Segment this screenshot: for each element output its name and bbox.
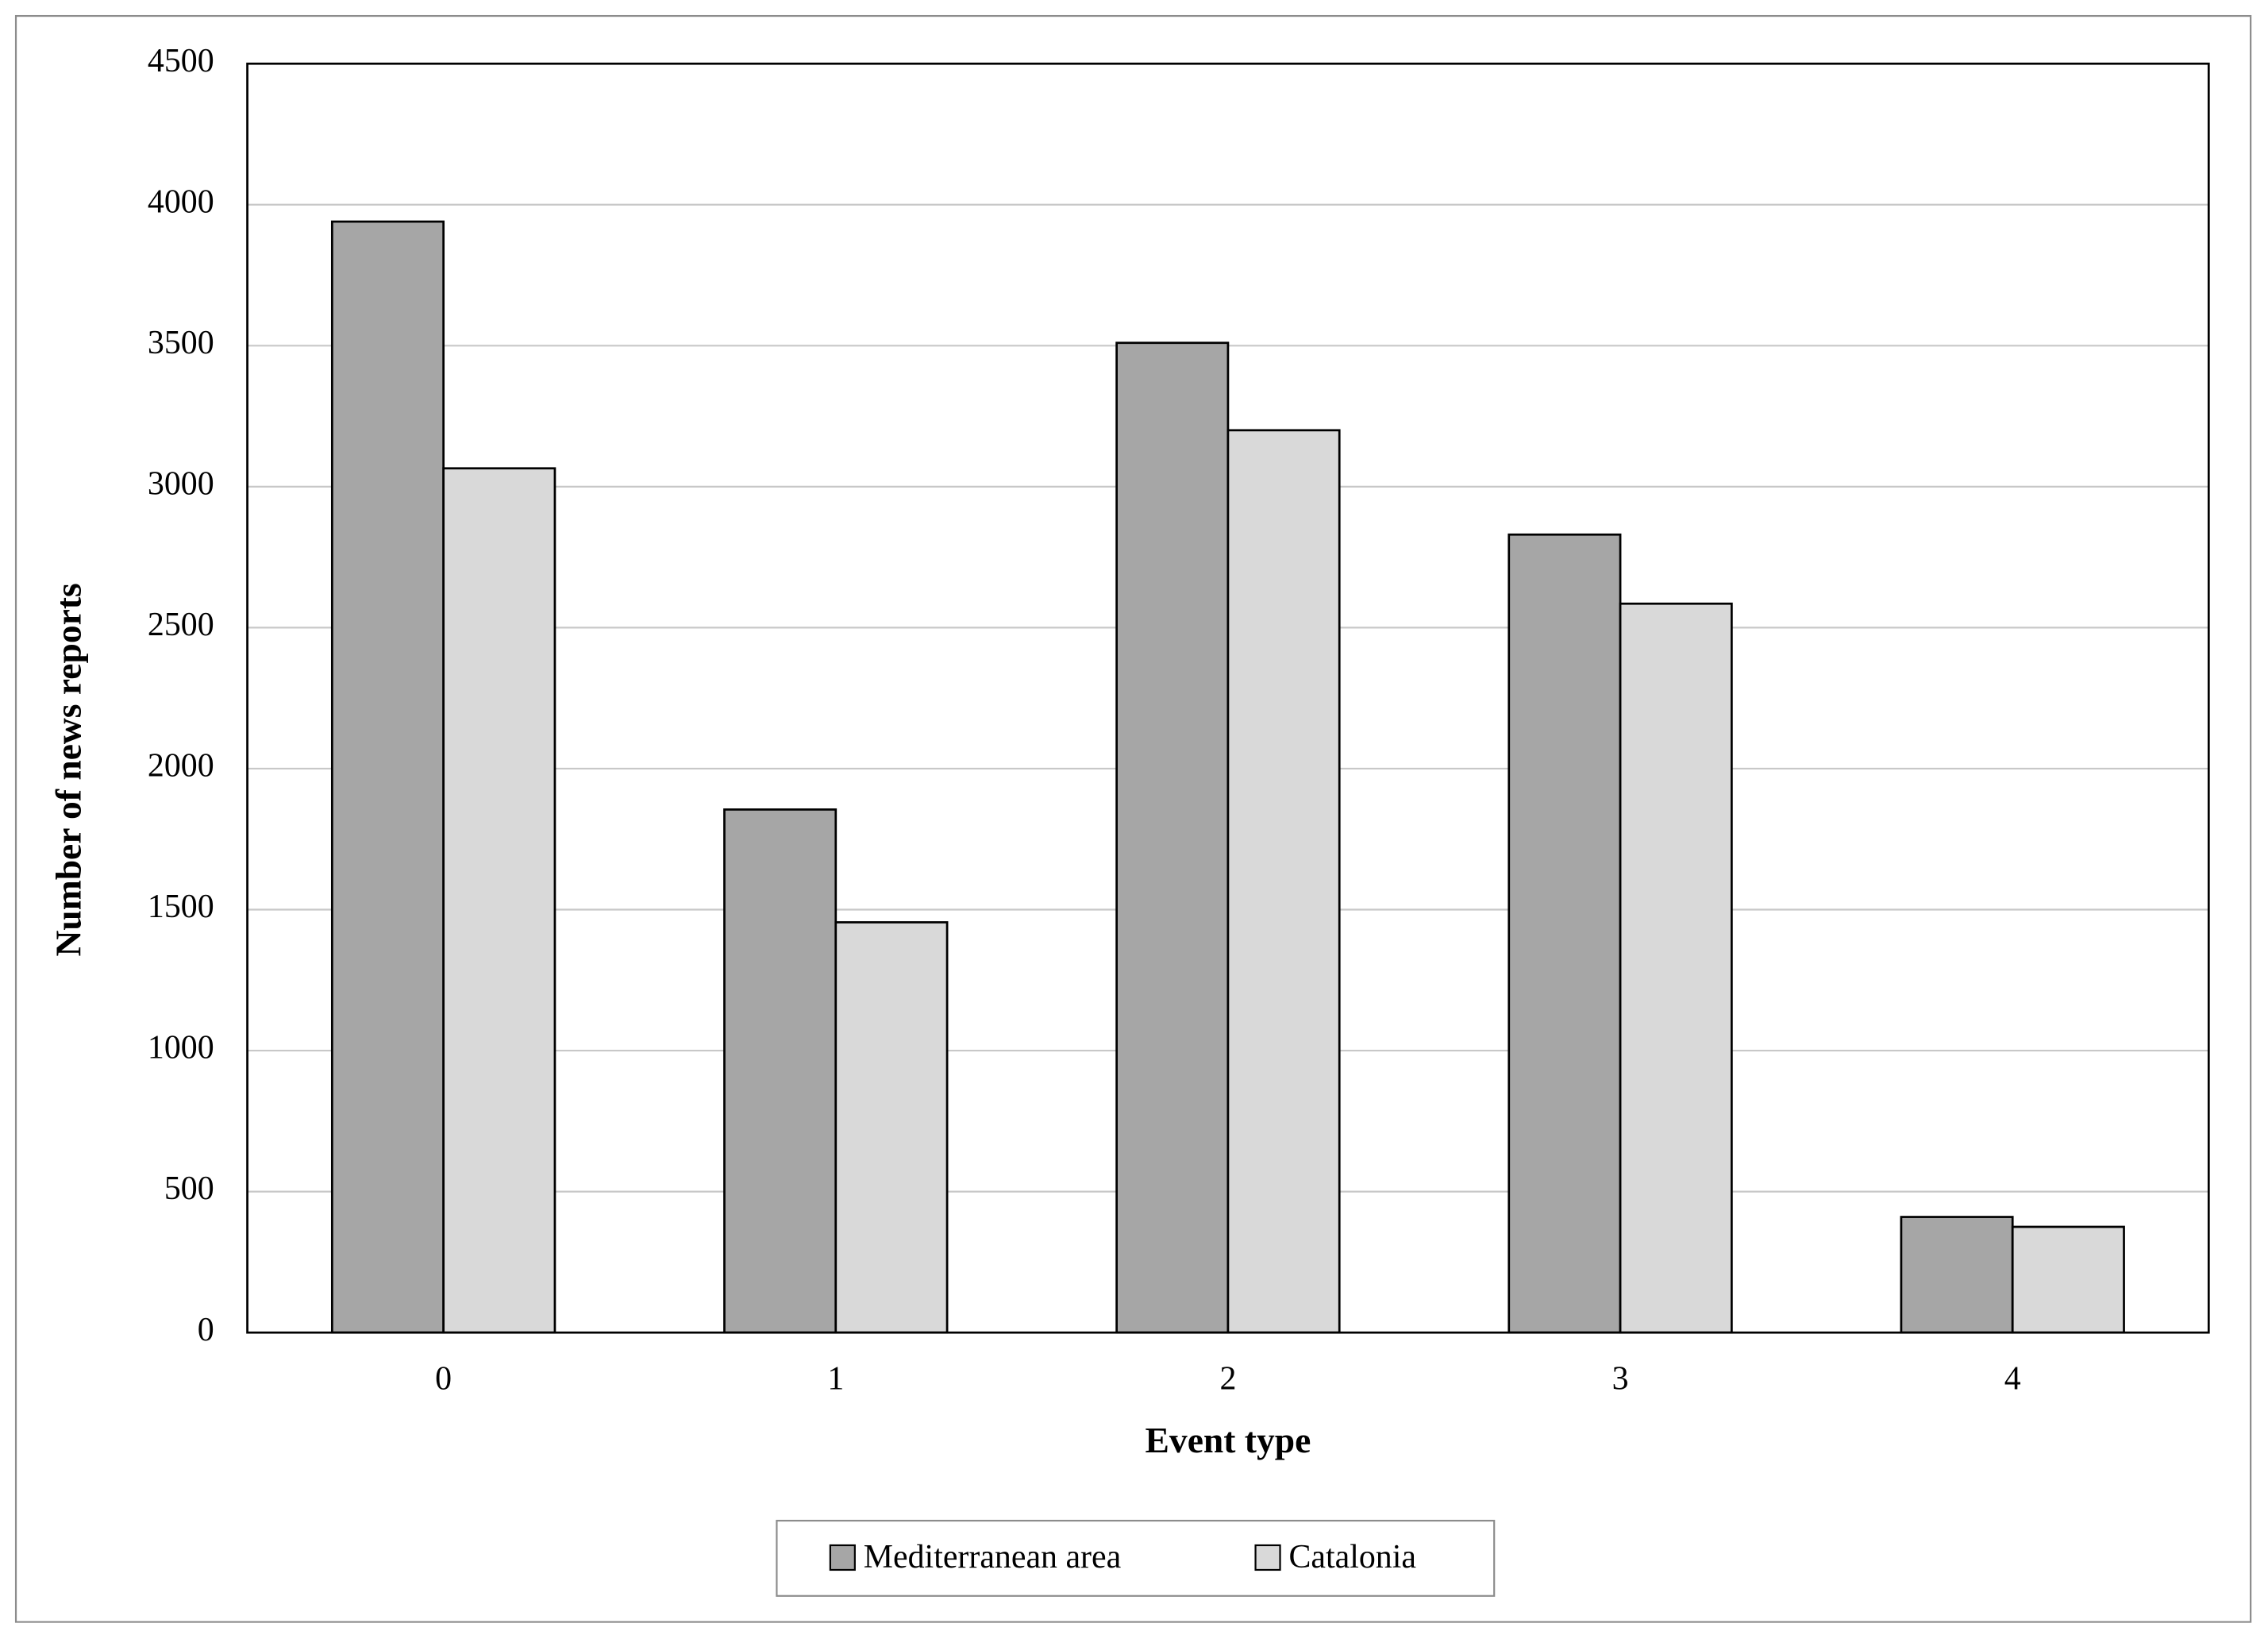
bar — [1508, 533, 1622, 1334]
x-tick-label: 1 — [827, 1361, 844, 1398]
legend-label: Mediterranean area — [864, 1539, 1122, 1575]
y-tick-label: 4000 — [148, 183, 214, 220]
legend-box — [776, 1519, 1496, 1597]
bar — [1226, 429, 1341, 1334]
legend: Mediterranean area Catalonia — [829, 1539, 1416, 1575]
x-tick-label: 3 — [1612, 1361, 1629, 1398]
y-tick-label: 4500 — [148, 43, 214, 79]
bar — [2011, 1225, 2125, 1334]
y-axis-title: Number of news reports — [48, 583, 89, 956]
bar — [442, 467, 556, 1334]
legend-swatch — [829, 1544, 856, 1571]
y-tick-label: 3000 — [148, 465, 214, 502]
bar — [1900, 1216, 2014, 1334]
y-tick-label: 0 — [198, 1312, 214, 1348]
legend-swatch — [1254, 1544, 1281, 1571]
bar — [1115, 341, 1230, 1334]
x-tick-label: 2 — [1219, 1361, 1236, 1398]
bar — [834, 921, 949, 1334]
plot-frame — [246, 62, 2210, 1334]
y-tick-label: 500 — [164, 1170, 214, 1207]
bar — [330, 220, 445, 1334]
y-tick-label: 1500 — [148, 889, 214, 925]
legend-label: Catalonia — [1288, 1539, 1416, 1575]
y-tick-label: 2500 — [148, 607, 214, 643]
y-tick-label: 2000 — [148, 748, 214, 785]
bar — [723, 808, 838, 1334]
x-tick-label: 4 — [2004, 1361, 2021, 1398]
x-axis-title: Event type — [1146, 1420, 1311, 1460]
y-tick-label: 1000 — [148, 1030, 214, 1066]
y-tick-label: 3500 — [148, 325, 214, 361]
x-tick-label: 0 — [435, 1361, 452, 1398]
bar — [1619, 602, 1733, 1334]
